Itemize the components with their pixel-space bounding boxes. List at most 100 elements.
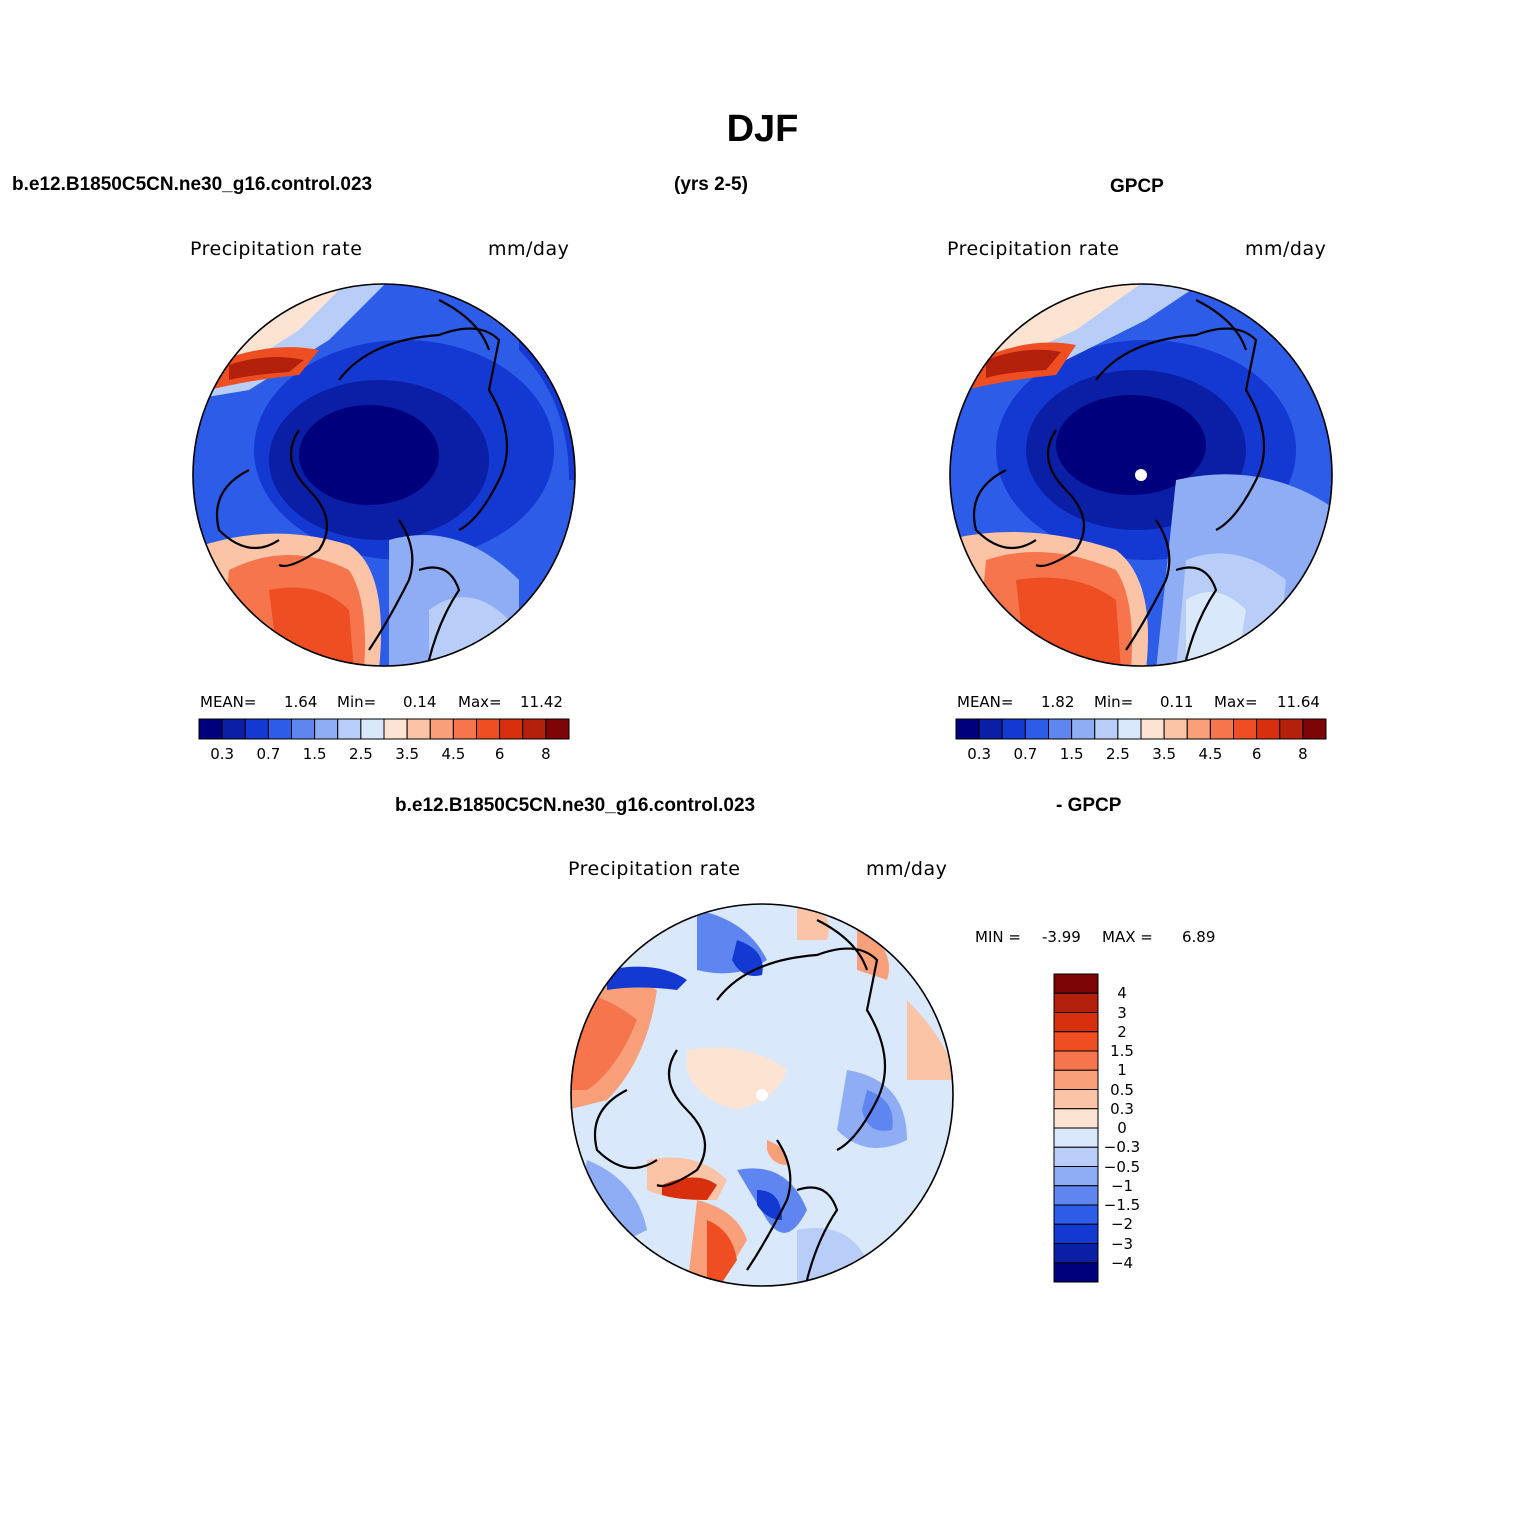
colorbar-swatch: [429, 718, 454, 740]
colorbar-swatch: [1053, 992, 1099, 1013]
colorbar-swatch: [337, 718, 362, 740]
colorbar-swatch: [221, 718, 246, 740]
colorbar-tick-label: −0.3: [1103, 1138, 1141, 1157]
colorbar-swatch: [1053, 1031, 1099, 1052]
colorbar-tick-label: 8: [541, 745, 551, 763]
diff-min-label: MIN =: [975, 928, 1021, 946]
model-max-value: 11.42: [520, 693, 563, 711]
colorbar-swatch: [198, 718, 223, 740]
obs-max-value: 11.64: [1277, 693, 1320, 711]
colorbar-tick-label: 4.5: [441, 745, 466, 763]
colorbar-swatch: [1256, 718, 1281, 740]
colorbar-tick-label: 0.5: [1110, 1080, 1134, 1099]
colorbar-tick-label: −3: [1110, 1234, 1134, 1253]
colorbar-tick-label: 0.7: [1013, 745, 1038, 763]
colorbar-swatch: [978, 718, 1003, 740]
colorbar-tick-label: 6: [494, 745, 505, 763]
colorbar-swatch: [1053, 973, 1099, 994]
diff-obs-header: - GPCP: [1056, 795, 1122, 816]
obs-name-header: GPCP: [1110, 176, 1164, 197]
colorbar-swatch: [360, 718, 385, 740]
colorbar-swatch: [1163, 718, 1188, 740]
obs-min-label: Min=: [1094, 693, 1134, 711]
colorbar-swatch: [1001, 718, 1026, 740]
colorbar-swatch: [1117, 718, 1142, 740]
colorbar-tick-label: −0.5: [1103, 1157, 1141, 1176]
colorbar-swatch: [1233, 718, 1258, 740]
model-mean-value: 1.64: [284, 693, 318, 711]
obs-polar-map: [949, 283, 1333, 667]
colorbar-swatch: [1186, 718, 1211, 740]
colorbar-swatch: [1053, 1050, 1099, 1071]
page-title: DJF: [726, 108, 799, 150]
colorbar-swatch: [522, 718, 547, 740]
colorbar-tick-label: −1.5: [1103, 1196, 1141, 1214]
obs-min-value: 0.11: [1160, 693, 1194, 711]
diff-case-header: b.e12.B1850C5CN.ne30_g16.control.023: [395, 795, 756, 816]
colorbar-swatch: [476, 718, 501, 740]
colorbar-tick-label: 1.5: [1059, 745, 1084, 763]
diff-variable-label: Precipitation rate: [568, 858, 741, 880]
model-mean-label: MEAN=: [200, 693, 257, 711]
obs-variable-label: Precipitation rate: [947, 238, 1120, 260]
colorbar-swatch: [1053, 1069, 1099, 1090]
colorbar-swatch: [1053, 1204, 1099, 1225]
colorbar-tick-label: 8: [1298, 745, 1308, 763]
colorbar-tick-label: −4: [1110, 1253, 1134, 1272]
colorbar-tick-label: 3: [1117, 1003, 1127, 1022]
colorbar-swatch: [1279, 718, 1304, 740]
colorbar-tick-label: 2.5: [348, 745, 373, 763]
colorbar-swatch: [267, 718, 292, 740]
colorbar-tick-label: −2: [1110, 1215, 1134, 1234]
diff-polar-map: [570, 903, 954, 1287]
model-variable-label: Precipitation rate: [190, 238, 363, 260]
colorbar-swatch: [1053, 1166, 1099, 1187]
colorbar-tick-label: 0.3: [1110, 1099, 1134, 1118]
colorbar-tick-label: 1.5: [1110, 1042, 1134, 1060]
colorbar-tick-label: 0.3: [967, 745, 992, 763]
colorbar-tick-label: 0: [1117, 1119, 1127, 1137]
model-units-label: mm/day: [488, 238, 570, 260]
colorbar-swatch: [955, 718, 980, 740]
colorbar-swatch: [452, 718, 477, 740]
colorbar-swatch: [1140, 718, 1165, 740]
diff-max-value: 6.89: [1182, 928, 1216, 946]
colorbar-swatch: [1053, 1146, 1099, 1167]
obs-mean-label: MEAN=: [957, 693, 1014, 711]
colorbar-swatch: [1053, 1127, 1099, 1148]
colorbar-tick-label: 0.3: [210, 745, 235, 763]
colorbar-tick-label: 2: [1117, 1022, 1127, 1041]
obs-max-label: Max=: [1214, 693, 1258, 711]
colorbar-swatch: [1053, 1243, 1099, 1264]
diff-min-value: -3.99: [1042, 928, 1081, 946]
colorbar-swatch: [1024, 718, 1049, 740]
model-min-value: 0.14: [403, 693, 437, 711]
obs-colorbar: [955, 718, 1327, 740]
colorbar-tick-label: 2.5: [1105, 745, 1130, 763]
colorbar-swatch: [244, 718, 269, 740]
colorbar-tick-label: 3.5: [1152, 745, 1177, 763]
colorbar-swatch: [1053, 1089, 1099, 1110]
model-polar-map: [192, 283, 576, 667]
colorbar-swatch: [1053, 1108, 1099, 1129]
obs-units-label: mm/day: [1245, 238, 1327, 260]
model-min-label: Min=: [337, 693, 377, 711]
case-name-header: b.e12.B1850C5CN.ne30_g16.control.023: [12, 174, 373, 195]
model-max-label: Max=: [458, 693, 502, 711]
colorbar-swatch: [291, 718, 316, 740]
years-header: (yrs 2-5): [674, 174, 748, 195]
colorbar-swatch: [1209, 718, 1234, 740]
colorbar-swatch: [314, 718, 339, 740]
colorbar-swatch: [406, 718, 431, 740]
colorbar-swatch: [1071, 718, 1096, 740]
colorbar-swatch: [1302, 718, 1327, 740]
colorbar-swatch: [383, 718, 408, 740]
colorbar-tick-label: 1: [1117, 1061, 1127, 1080]
colorbar-swatch: [1053, 1262, 1099, 1283]
obs-mean-value: 1.82: [1041, 693, 1075, 711]
colorbar-swatch: [1048, 718, 1073, 740]
diff-units-label: mm/day: [866, 858, 948, 880]
colorbar-tick-label: 4.5: [1198, 745, 1223, 763]
colorbar-tick-label: 0.7: [256, 745, 281, 763]
diff-max-label: MAX =: [1102, 928, 1153, 946]
